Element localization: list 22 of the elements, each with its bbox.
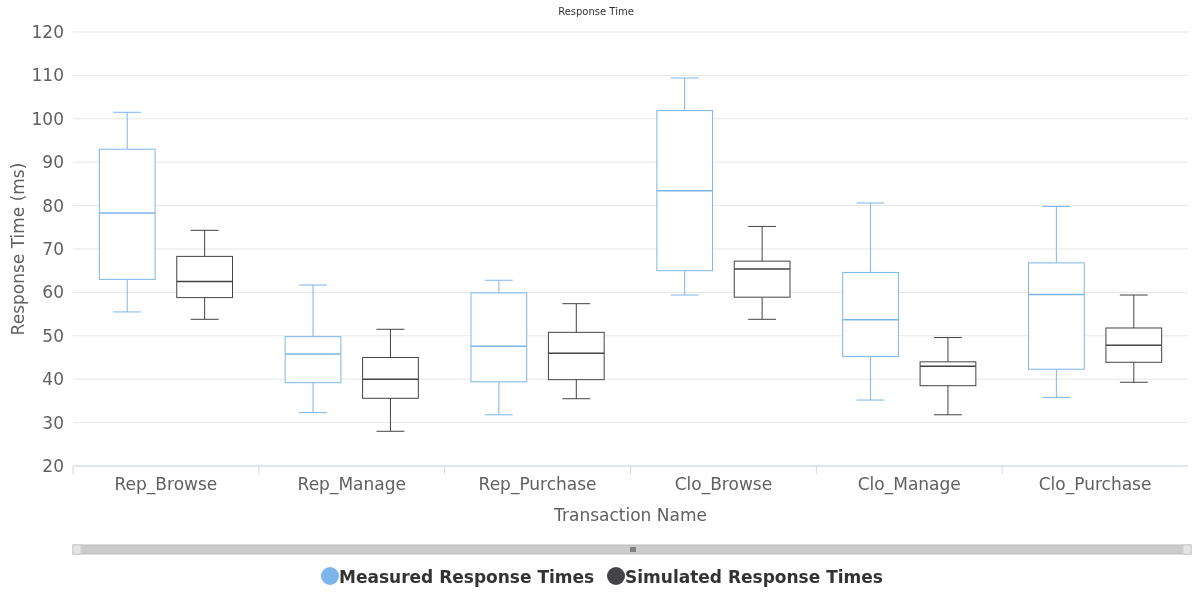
y-tick-label: 80 bbox=[42, 195, 64, 216]
chart-title: Response Time bbox=[558, 6, 634, 17]
y-tick-label: 90 bbox=[42, 152, 64, 173]
x-tick-label: Clo_Browse bbox=[674, 474, 773, 495]
legend-label: Measured Response Times bbox=[339, 567, 595, 587]
x-tick-label: Clo_Purchase bbox=[1038, 474, 1152, 495]
y-tick-label: 100 bbox=[31, 108, 64, 129]
y-tick-label: 20 bbox=[42, 455, 64, 476]
x-tick-label: Clo_Manage bbox=[857, 474, 961, 495]
y-tick-label: 110 bbox=[31, 65, 64, 86]
y-tick-label: 70 bbox=[42, 238, 64, 259]
y-tick-label: 60 bbox=[42, 282, 64, 303]
x-tick-label: Rep_Purchase bbox=[478, 474, 597, 495]
x-axis-title: Transaction Name bbox=[553, 505, 707, 525]
y-tick-label: 120 bbox=[31, 21, 64, 42]
y-tick-label: 40 bbox=[42, 369, 64, 390]
x-tick-label: Rep_Browse bbox=[114, 474, 218, 495]
x-tick-label: Rep_Manage bbox=[297, 474, 406, 495]
y-tick-label: 50 bbox=[42, 325, 64, 346]
y-axis-title: Response Time (ms) bbox=[8, 162, 28, 336]
y-tick-label: 30 bbox=[42, 412, 64, 433]
legend-label: Simulated Response Times bbox=[625, 567, 883, 587]
